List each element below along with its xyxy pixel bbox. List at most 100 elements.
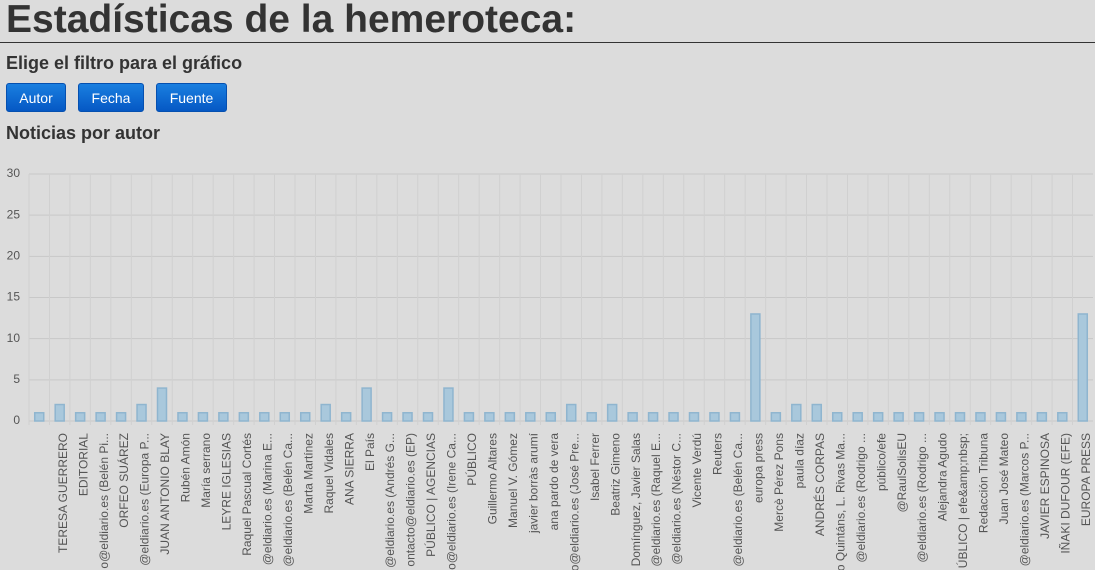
bar	[136, 403, 147, 422]
bar	[259, 412, 270, 422]
bar	[647, 412, 659, 422]
x-tick-label: ORFEO SUÁREZ	[116, 433, 131, 528]
bar	[852, 412, 863, 422]
bar	[320, 403, 331, 422]
bar	[340, 412, 352, 422]
x-tick-label: ÚBLICO | efe&amp;nbsp;	[955, 433, 970, 568]
bar	[1016, 412, 1027, 422]
x-tick-label: Raquel Pascual Cortés	[240, 433, 254, 556]
bar	[975, 412, 986, 422]
bar	[791, 403, 802, 422]
chart: 0 5 10 15 20 25 30 TERESA GUERRERO EDITORIAL o@el…	[7, 166, 1093, 570]
x-tick-label: Vicente Verdú	[690, 433, 704, 508]
bar	[54, 403, 65, 422]
x-tick-label: IÑAKI DUFOUR (EFE)	[1058, 433, 1072, 554]
y-tick-label: 30	[7, 166, 21, 180]
bar	[668, 412, 679, 422]
x-tick-label: o@eldiario.es (Belén Pi...	[97, 433, 111, 569]
x-tick-label: LEYRE IGLESIAS	[220, 433, 234, 530]
bar	[177, 412, 188, 422]
x-tick-label: @eldiario.es (Belén Ca...	[281, 433, 295, 567]
x-tick-label: @eldiario.es (Raquel E...	[649, 433, 663, 567]
bar	[872, 412, 884, 422]
x-tick-label: @eldiario.es (Andrés G...	[383, 433, 397, 568]
x-tick-label: Marta Martínez	[301, 433, 315, 514]
x-tick-label: Isabel Ferrer	[588, 433, 602, 501]
bar	[1057, 412, 1068, 422]
x-tick-label: paula díaz	[792, 433, 806, 488]
bar	[565, 403, 577, 422]
bar	[709, 412, 720, 422]
bar	[381, 412, 393, 422]
bar	[729, 412, 741, 422]
x-tick-label: europa press	[752, 433, 766, 503]
bar	[33, 412, 45, 422]
bar	[831, 412, 843, 422]
bar	[688, 412, 700, 422]
bar	[279, 412, 291, 422]
x-tick-label: EUROPA PRESS	[1079, 433, 1093, 526]
x-tick-label: El País	[363, 433, 377, 471]
bar	[95, 412, 106, 422]
bar	[361, 387, 372, 422]
bar	[586, 412, 597, 422]
x-tick-label: @eldiario.es (Europa P...	[138, 433, 152, 566]
x-tick-label: Juan José Mateo	[997, 433, 1011, 525]
author-button[interactable]: Autor	[6, 83, 66, 112]
x-tick-label: Raquel Vidales	[322, 433, 336, 514]
y-tick-label: 10	[7, 331, 21, 345]
x-tick-label: @eldiario.es (Rodrigo ...	[854, 433, 868, 563]
bar	[545, 412, 557, 422]
x-tick-label: javier borràs arumí	[526, 432, 540, 534]
x-tick-label: EDITORIAL	[76, 433, 90, 496]
x-tick-label: Domínguez, Javier Salas	[629, 433, 643, 566]
bar	[238, 412, 250, 422]
x-tick-label: o@eldiario.es (Irene Ca...	[445, 433, 459, 570]
x-tick-label: @eldiario.es (Néstor C...	[670, 433, 684, 565]
x-tick-label: @eldiario.es (Belén Ca...	[731, 433, 745, 567]
x-tick-label: Redacción Tribuna	[977, 433, 991, 533]
bar	[504, 412, 516, 422]
y-tick-label: 20	[7, 249, 21, 263]
x-tick-label: Beatriz Gimeno	[608, 433, 622, 516]
date-button[interactable]: Fecha	[78, 83, 144, 112]
x-tick-label: @eldiario.es (Marina E...	[260, 433, 274, 565]
source-button[interactable]: Fuente	[156, 83, 227, 112]
bar	[770, 412, 782, 422]
bar	[74, 412, 86, 422]
x-tick-label: público/efe	[874, 433, 888, 491]
x-tick-label: @RaulSolisEU	[895, 433, 909, 513]
bar	[750, 313, 761, 422]
x-tick-label: @eldiario.es (Rodrigo ...	[915, 433, 929, 563]
bar	[443, 387, 454, 422]
x-tick-label: Manuel V. Gómez	[506, 433, 520, 528]
bar	[934, 412, 945, 422]
bar	[422, 412, 434, 422]
bar	[156, 387, 168, 422]
page-title: Estadísticas de la hemeroteca:	[6, 0, 577, 41]
x-tick-label: PÚBLICO | AGENCIAS	[423, 433, 438, 557]
x-tick-label: o Quintáns, L. Rivas Ma...	[833, 433, 847, 570]
bar	[627, 412, 638, 422]
x-tick-label: Rubén Amón	[179, 433, 193, 502]
x-tick-label: @eldiario.es (Marcos P...	[1018, 433, 1032, 566]
bar	[1036, 412, 1048, 422]
y-tick-label: 5	[13, 372, 20, 386]
filter-heading: Elige el filtro para el gráfico	[6, 53, 243, 73]
y-tick-label: 25	[7, 207, 21, 221]
x-tick-label: ANDRÉS CORPAS	[812, 433, 827, 536]
bar	[995, 412, 1007, 422]
bar	[115, 412, 127, 422]
chart-title: Noticias por autor	[6, 123, 161, 143]
x-tick-label: JUAN ANTONIO BLAY	[158, 433, 172, 555]
x-tick-label: Reuters	[711, 433, 725, 475]
x-tick-label: TERESA GUERRERO	[56, 433, 70, 553]
bar	[299, 412, 311, 422]
bar	[525, 412, 536, 422]
x-tick-label: Mercè Pérez Pons	[772, 433, 786, 532]
bar	[811, 403, 823, 422]
x-tick-label: o@eldiario.es (José Pre...	[567, 433, 581, 570]
x-tick-label: JAVIER ESPINOSA	[1038, 433, 1052, 539]
